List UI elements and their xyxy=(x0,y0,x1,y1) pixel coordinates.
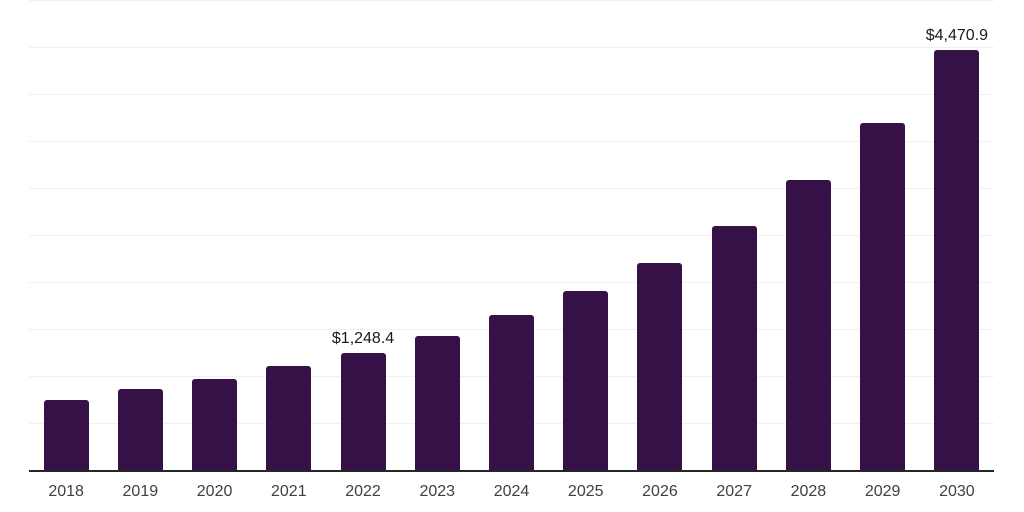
gridline-3000 xyxy=(29,188,994,189)
value-label-2022: $1,248.4 xyxy=(331,329,395,347)
bar-2023 xyxy=(414,335,460,470)
x-tick-2030: 2030 xyxy=(939,483,975,500)
gridline-4500 xyxy=(29,47,994,48)
gridline-4000 xyxy=(29,94,994,95)
bar-2019 xyxy=(117,389,163,470)
bar-2021 xyxy=(266,365,312,470)
gridline-2000 xyxy=(29,282,994,283)
bar-2024 xyxy=(489,315,534,470)
value-label-2030: $4,470.9 xyxy=(925,26,989,44)
bar-2030 xyxy=(934,49,980,470)
x-tick-2025: 2025 xyxy=(567,483,604,500)
x-tick-2023: 2023 xyxy=(419,483,456,500)
x-axis-line xyxy=(29,470,994,472)
x-tick-2018: 2018 xyxy=(48,483,84,500)
x-tick-2028: 2028 xyxy=(790,483,827,500)
x-tick-2027: 2027 xyxy=(716,483,752,500)
x-axis: 2018 2019 2020 2021 2022 2023 2024 2025 2026 2027… xyxy=(29,483,994,505)
x-tick-2021: 2021 xyxy=(271,483,307,500)
plot-area: $1,248.4 $4,470.9 xyxy=(29,0,994,470)
bar-2018 xyxy=(43,399,89,470)
bar-2020 xyxy=(192,378,238,470)
x-tick-2026: 2026 xyxy=(642,483,678,500)
x-tick-2020: 2020 xyxy=(196,483,233,500)
x-tick-2022: 2022 xyxy=(345,483,381,500)
bar-2026 xyxy=(637,263,683,470)
bar-2029 xyxy=(860,123,906,470)
x-tick-2024: 2024 xyxy=(493,483,530,500)
bar-2022 xyxy=(340,352,386,470)
x-tick-2019: 2019 xyxy=(122,483,159,500)
gridline-2500 xyxy=(29,235,994,236)
gridline-3500 xyxy=(29,141,994,142)
bar-2028 xyxy=(785,180,831,470)
bar-2025 xyxy=(563,291,609,470)
bar-2027 xyxy=(711,226,757,470)
x-tick-2029: 2029 xyxy=(864,483,901,500)
gridline-5000 xyxy=(29,0,994,1)
